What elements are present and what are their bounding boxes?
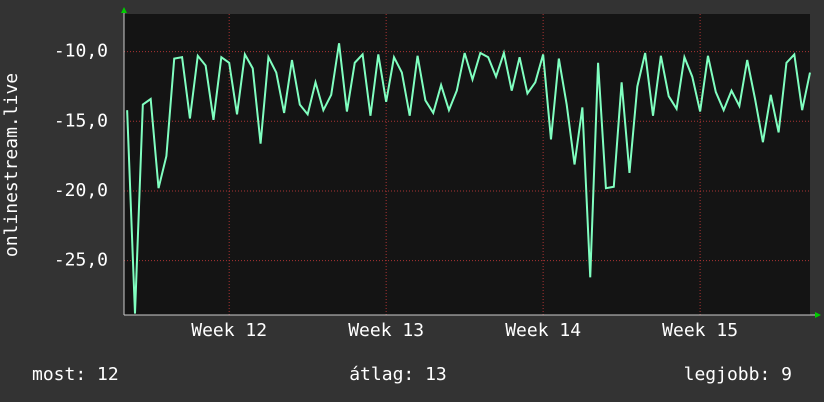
data-line [126, 43, 811, 314]
x-tick-label: Week 12 [191, 320, 267, 341]
axis-arrow [121, 7, 127, 13]
y-tick-label: -25,0 [54, 250, 108, 271]
footer-best: legjobb: 9 [684, 364, 792, 385]
footer-average: átlag: 13 [349, 364, 447, 385]
footer-current: most: 12 [32, 364, 119, 385]
axis-arrow [815, 312, 821, 318]
y-tick-label: -15,0 [54, 110, 108, 131]
x-tick-label: Week 14 [505, 320, 581, 341]
y-axis-label: onlinestream.live [1, 73, 22, 257]
x-tick-label: Week 15 [662, 320, 738, 341]
y-tick-label: -10,0 [54, 41, 108, 62]
y-tick-label: -20,0 [54, 180, 108, 201]
x-tick-label: Week 13 [348, 320, 424, 341]
